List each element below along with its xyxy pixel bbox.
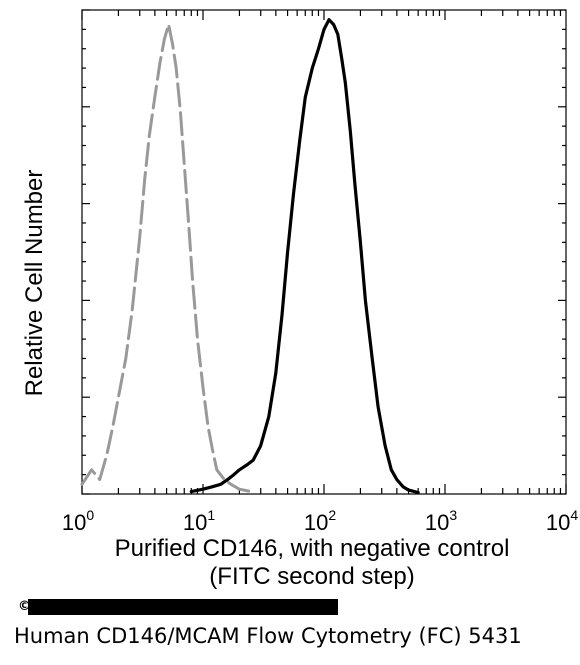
x-tick-label: 102 bbox=[304, 507, 336, 535]
y-axis-title: Relative Cell Number bbox=[21, 170, 48, 397]
x-tick-label-exponent: 1 bbox=[207, 507, 215, 523]
x-tick-label: 100 bbox=[62, 507, 94, 535]
negative-control-histogram bbox=[80, 23, 253, 494]
series-layer bbox=[80, 18, 420, 495]
copyright-notice: © Sino Biological Inc. All rights reserv… bbox=[18, 598, 338, 615]
x-axis-title-line1: Purified CD146, with negative control bbox=[115, 535, 510, 562]
plot-frame bbox=[81, 9, 567, 495]
x-axis-title-line2: (FITC second step) bbox=[209, 563, 414, 590]
x-tick-labels: 100 101 102 103 104 bbox=[62, 507, 578, 535]
x-tick-label-base: 10 bbox=[546, 510, 570, 535]
x-tick-label-exponent: 3 bbox=[449, 507, 457, 523]
x-tick-label: 103 bbox=[425, 507, 457, 535]
figure-caption: Human CD146/MCAM Flow Cytometry (FC) 543… bbox=[14, 624, 522, 648]
x-tick-label-exponent: 4 bbox=[570, 507, 578, 523]
axes bbox=[81, 9, 567, 495]
x-tick-label-exponent: 0 bbox=[86, 507, 94, 523]
x-tick-label: 101 bbox=[183, 507, 215, 535]
flow-cytometry-histogram: 100 101 102 103 104 Relative Cell Number Pur… bbox=[21, 9, 578, 590]
x-tick-label-base: 10 bbox=[62, 510, 86, 535]
x-tick-label-base: 10 bbox=[304, 510, 328, 535]
copyright-symbol: © bbox=[18, 599, 31, 614]
x-tick-label: 104 bbox=[546, 507, 578, 535]
x-tick-label-exponent: 2 bbox=[328, 507, 336, 523]
copyright-text: Sino Biological Inc. All rights reserved bbox=[28, 599, 338, 615]
x-tick-label-base: 10 bbox=[425, 510, 449, 535]
cd146-histogram bbox=[189, 18, 420, 495]
x-tick-label-base: 10 bbox=[183, 510, 207, 535]
